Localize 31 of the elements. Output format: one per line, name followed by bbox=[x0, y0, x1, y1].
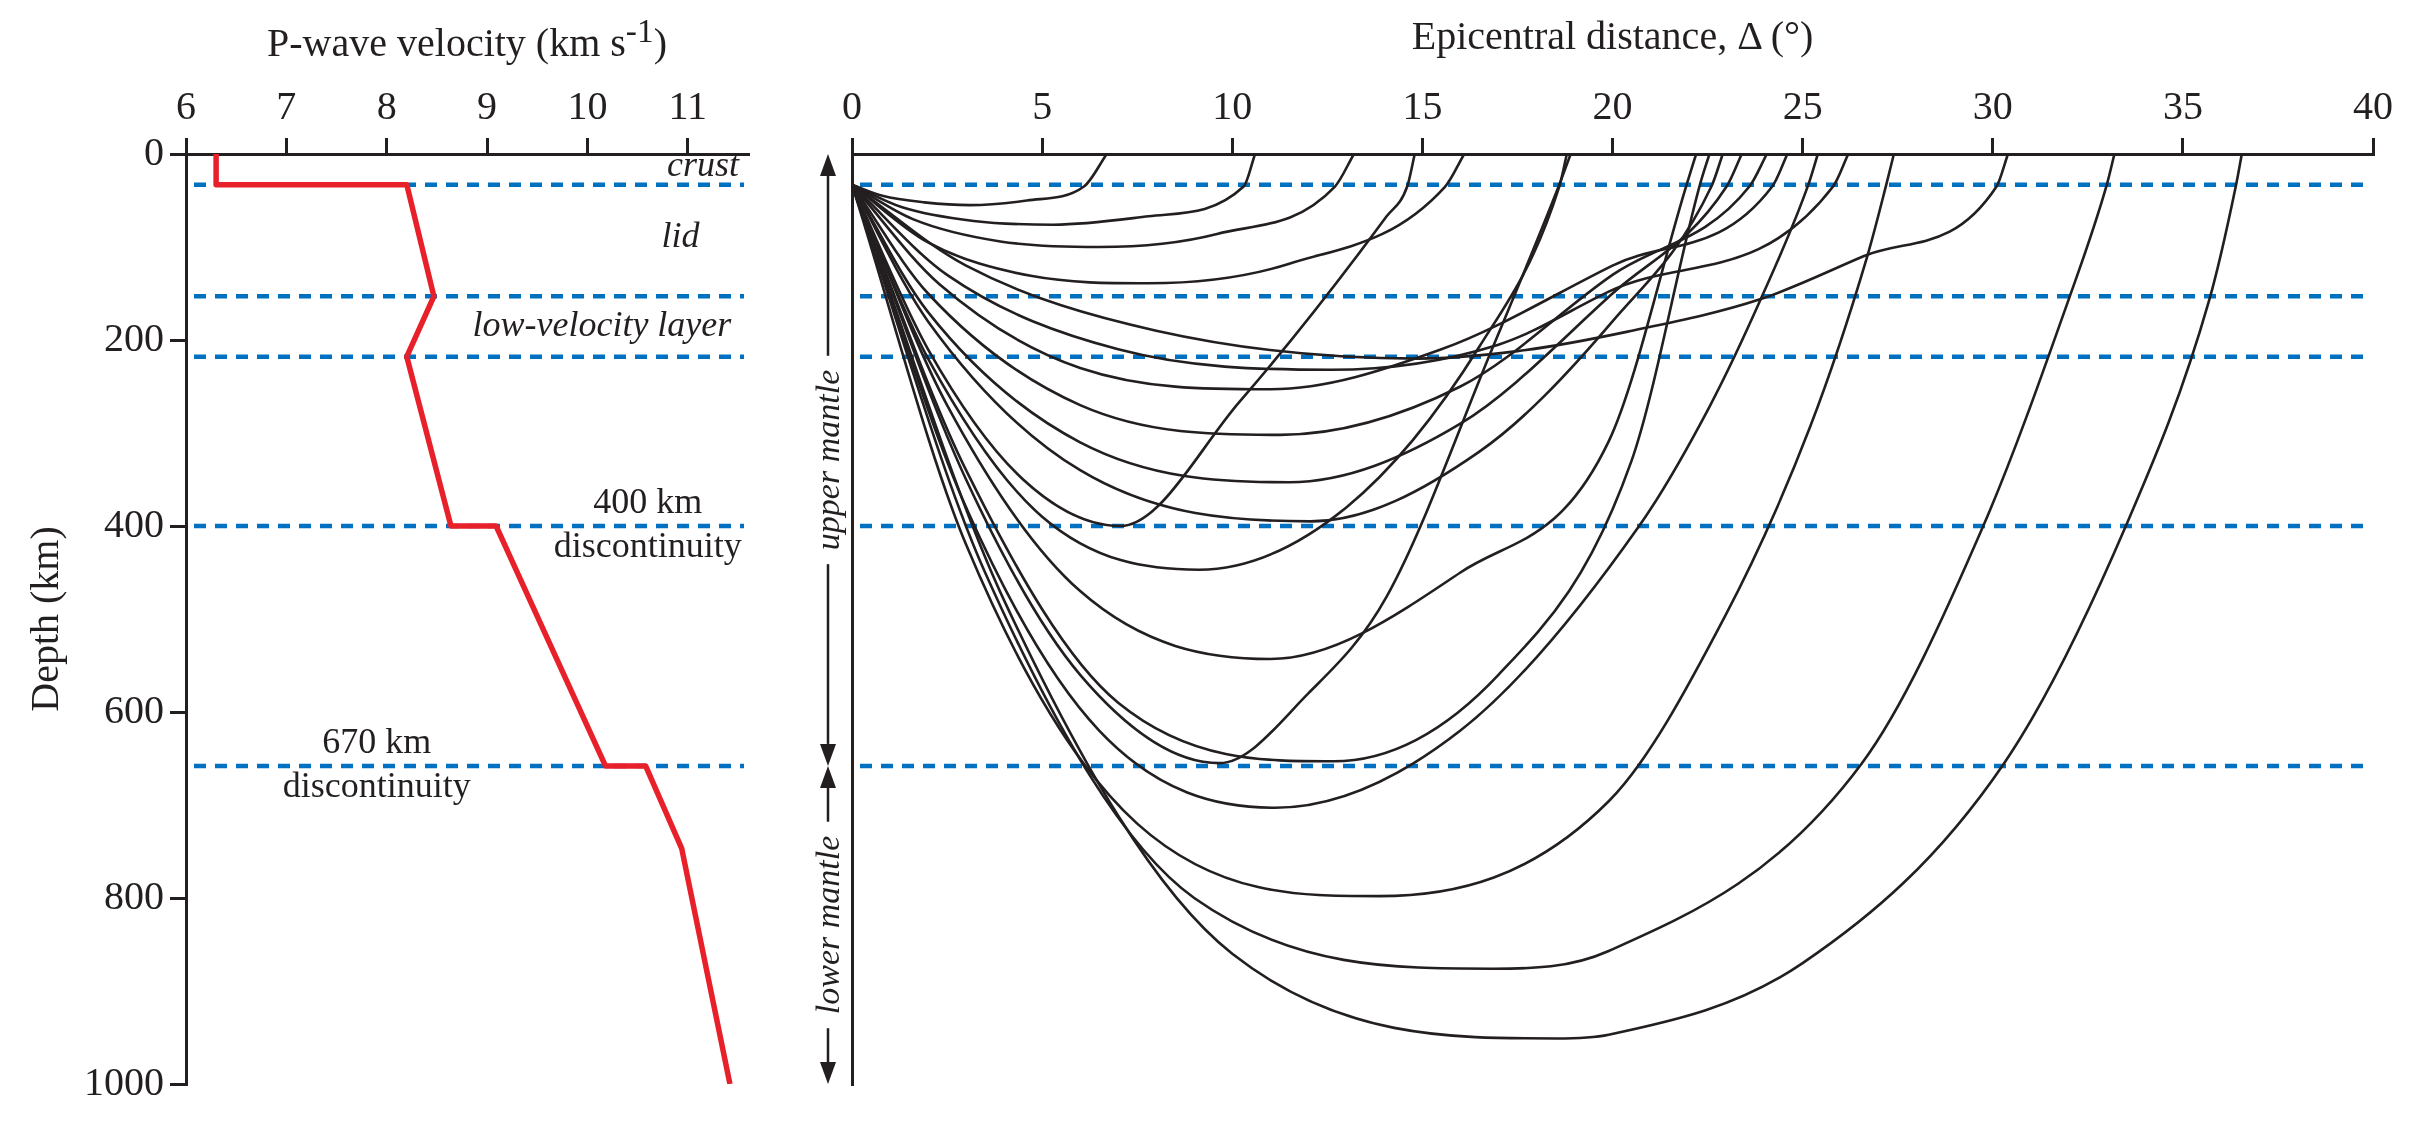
x-tick-label: 5 bbox=[1032, 82, 1053, 128]
x-tick-label: 10 bbox=[567, 82, 608, 128]
y-tick-label: 400 bbox=[104, 500, 164, 546]
x-tick-label: 15 bbox=[1402, 82, 1443, 128]
y-tick-label: 1000 bbox=[84, 1058, 164, 1104]
text: upper mantle bbox=[809, 369, 847, 551]
x-tick-label: 8 bbox=[376, 82, 397, 128]
annotation: 400 km discontinuity bbox=[553, 481, 742, 566]
x-tick-label: 40 bbox=[2353, 82, 2393, 128]
x-tick-label: 35 bbox=[2162, 82, 2203, 128]
x-tick-label: 7 bbox=[276, 82, 297, 128]
x-tick-label: 6 bbox=[176, 82, 196, 128]
x-tick-label: 30 bbox=[1972, 82, 2013, 128]
x-tick-label: 25 bbox=[1782, 82, 1823, 128]
x-tick-label: 11 bbox=[668, 82, 708, 128]
x-axis-title: P-wave velocity (km s$^{-1}$) bbox=[266, 12, 668, 67]
y-tick-label: 800 bbox=[104, 872, 164, 918]
text: lower mantle bbox=[809, 835, 847, 1015]
x-axis-title: Epicentral distance, Δ (°) bbox=[1410, 12, 1815, 59]
annotation: crust bbox=[667, 144, 741, 185]
annotation: low-velocity layer bbox=[472, 303, 733, 344]
x-tick-label: 10 bbox=[1212, 82, 1253, 128]
y-axis-title: Depth (km) bbox=[20, 526, 68, 712]
y-tick-label: 0 bbox=[144, 128, 164, 174]
annotation: 670 km discontinuity bbox=[282, 721, 471, 806]
annotation: lid bbox=[661, 215, 701, 256]
x-tick-label: 9 bbox=[477, 82, 498, 128]
y-tick-label: 600 bbox=[104, 686, 164, 732]
y-tick-label: 200 bbox=[104, 314, 164, 360]
x-tick-label: 20 bbox=[1592, 82, 1633, 128]
x-tick-label: 0 bbox=[842, 82, 862, 128]
